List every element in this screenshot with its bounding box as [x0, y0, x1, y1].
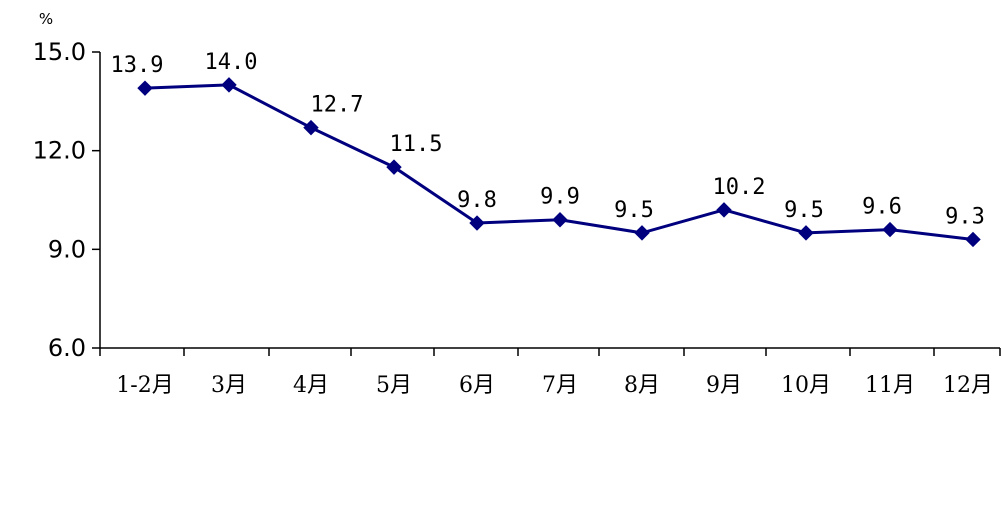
- data-label: 11.5: [390, 132, 443, 157]
- data-point: [137, 80, 153, 96]
- data-label: 9.5: [614, 198, 654, 223]
- data-label: 13.9: [111, 53, 164, 78]
- data-label: 9.9: [540, 185, 580, 210]
- y-tick-label: 12.0: [33, 137, 86, 165]
- data-point: [469, 215, 485, 231]
- series: [137, 77, 981, 248]
- data-label: 9.6: [862, 195, 902, 220]
- data-label: 9.5: [784, 198, 824, 223]
- data-label: 10.2: [713, 175, 766, 200]
- data-point: [552, 212, 568, 228]
- data-point: [716, 202, 732, 218]
- data-point: [882, 221, 898, 238]
- x-tick-label: 8月: [624, 373, 660, 398]
- data-label: 12.7: [311, 93, 364, 118]
- data-point: [221, 77, 237, 93]
- x-tick-label: 9月: [706, 373, 742, 398]
- y-tick-label: 9.0: [48, 235, 86, 263]
- x-axis: 1-2月 3月 4月 5月 6月 7月 8月 9月 10月 11月 12月: [99, 347, 1001, 398]
- data-point: [386, 159, 402, 175]
- data-label: 9.3: [945, 204, 985, 229]
- y-tick-label: 6.0: [48, 334, 86, 362]
- y-axis-unit: %: [39, 10, 53, 28]
- x-tick-label: 5月: [376, 373, 412, 398]
- x-tick-label: 11月: [865, 373, 915, 398]
- data-label: 14.0: [205, 50, 258, 75]
- data-label: 9.8: [457, 188, 497, 213]
- x-tick-label: 3月: [211, 373, 247, 398]
- x-tick-label: 7月: [542, 373, 578, 398]
- y-axis: 6.0 9.0 12.0 15.0: [33, 38, 101, 362]
- x-tick-label: 6月: [459, 373, 495, 398]
- data-point: [798, 225, 814, 241]
- data-point: [965, 231, 981, 248]
- data-labels: 13.9 14.0 12.7 11.5 9.8 9.9 9.5 10.2 9.5 9.6 9.3: [111, 50, 985, 230]
- x-tick-label: 10月: [781, 373, 831, 398]
- x-tick-label: 4月: [293, 373, 329, 398]
- x-tick-label: 1-2月: [116, 373, 173, 398]
- y-tick-label: 15.0: [33, 38, 86, 66]
- data-point: [303, 119, 319, 136]
- data-point: [634, 225, 650, 241]
- x-tick-label: 12月: [943, 373, 993, 398]
